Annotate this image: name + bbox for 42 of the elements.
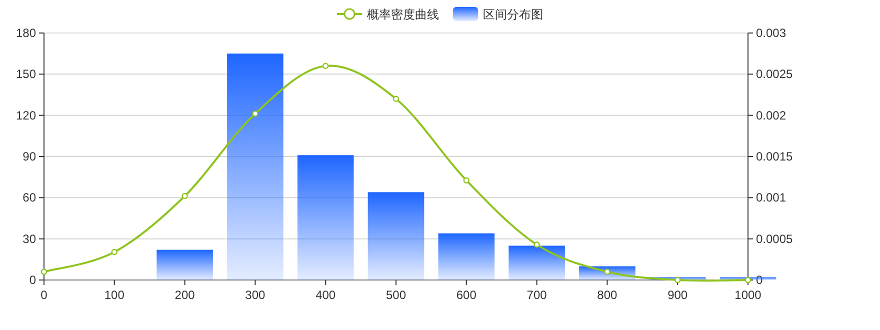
x-tick-label: 700 bbox=[526, 288, 548, 302]
x-tick-label: 100 bbox=[104, 288, 125, 302]
x-tick-label: 300 bbox=[245, 288, 266, 302]
bar bbox=[297, 155, 354, 280]
legend-label: 区间分布图 bbox=[483, 8, 543, 22]
point bbox=[604, 268, 610, 275]
x-tick-label: 400 bbox=[316, 288, 336, 302]
point bbox=[111, 248, 118, 256]
bar bbox=[438, 233, 495, 280]
point bbox=[182, 192, 188, 200]
y2-tick-label: 0.001 bbox=[756, 190, 786, 205]
point bbox=[322, 62, 329, 70]
point bbox=[392, 96, 400, 102]
y-tick-label: 60 bbox=[22, 190, 36, 205]
y-tick-label: 30 bbox=[22, 232, 36, 246]
x-tick-label: 500 bbox=[386, 288, 406, 302]
point bbox=[40, 268, 48, 275]
y-tick-label: 0 bbox=[29, 273, 36, 287]
y2-tick-label: 0.0005 bbox=[756, 232, 794, 246]
point bbox=[252, 110, 258, 117]
legend-label: 概率密度曲线 bbox=[367, 8, 439, 22]
y2-tick-label: 0.0015 bbox=[756, 150, 794, 164]
x-tick-label: 800 bbox=[597, 288, 618, 302]
bar bbox=[508, 246, 565, 280]
y2-tick-label: 0.003 bbox=[756, 26, 786, 40]
y-tick-label: 90 bbox=[22, 150, 36, 164]
x-tick-label: 0 bbox=[40, 288, 48, 302]
y2-tick-label: 0.0025 bbox=[756, 67, 794, 82]
point bbox=[534, 241, 540, 248]
point bbox=[463, 177, 470, 184]
bar bbox=[156, 250, 213, 280]
x-tick-label: 1000 bbox=[734, 288, 762, 302]
y2-tick-label: 0.002 bbox=[756, 108, 786, 122]
bar bbox=[227, 54, 284, 280]
y-tick-label: 150 bbox=[16, 67, 36, 82]
point bbox=[674, 276, 681, 284]
bar bbox=[368, 192, 424, 280]
y-tick-label: 180 bbox=[16, 26, 36, 40]
x-tick-label: 600 bbox=[456, 288, 477, 302]
y-tick-label: 120 bbox=[16, 108, 36, 122]
x-tick-label: 200 bbox=[174, 288, 196, 302]
x-tick-label: 900 bbox=[668, 288, 688, 302]
